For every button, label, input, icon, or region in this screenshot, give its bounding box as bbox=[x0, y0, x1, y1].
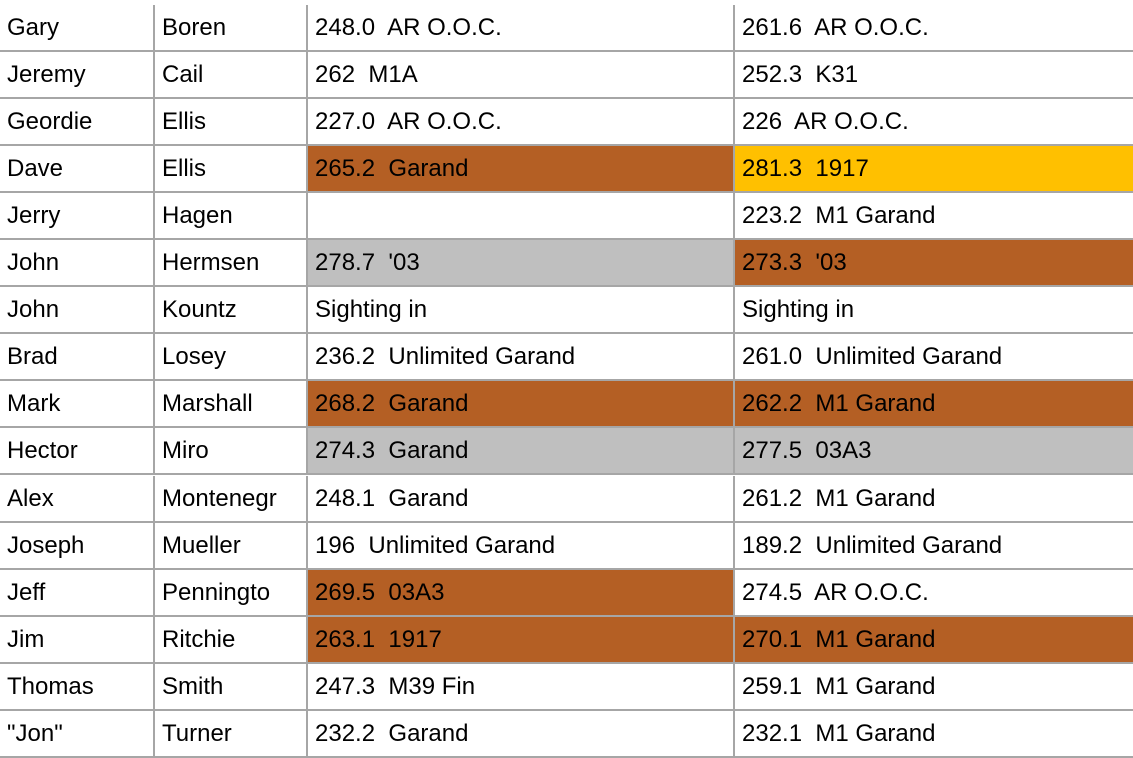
cell: Gary bbox=[0, 4, 155, 52]
cell: Thomas bbox=[0, 663, 155, 711]
cell: Jeff bbox=[0, 569, 155, 617]
cell: 252.3 K31 bbox=[735, 52, 1133, 99]
cell: Brad bbox=[0, 334, 155, 382]
cell: 259.1 M1 Garand bbox=[735, 664, 1133, 711]
cell: Jeremy bbox=[0, 51, 155, 99]
cell: Sighting in bbox=[735, 287, 1133, 335]
cell: Montenegr bbox=[155, 475, 308, 523]
cell: Penningto bbox=[155, 569, 308, 617]
cell: Kountz bbox=[155, 287, 308, 335]
cell: 278.7 '03 bbox=[308, 240, 735, 288]
cell: 263.1 1917 bbox=[308, 616, 735, 664]
cell: 269.5 03A3 bbox=[308, 569, 735, 617]
cell: Ellis bbox=[155, 145, 308, 193]
cell: Jim bbox=[0, 616, 155, 664]
cell: John bbox=[0, 287, 155, 335]
cell: 227.0 AR O.O.C. bbox=[308, 98, 735, 146]
cell: Hagen bbox=[155, 192, 308, 240]
cell: Miro bbox=[155, 428, 308, 476]
cell: 247.3 M39 Fin bbox=[308, 663, 735, 711]
cell: John bbox=[0, 240, 155, 288]
cell: Turner bbox=[155, 711, 308, 758]
cell: Mueller bbox=[155, 522, 308, 570]
cell: Jerry bbox=[0, 192, 155, 240]
cell: 232.2 Garand bbox=[308, 711, 735, 758]
cell: 236.2 Unlimited Garand bbox=[308, 334, 735, 382]
cell: Hermsen bbox=[155, 240, 308, 288]
cell: 270.1 M1 Garand bbox=[735, 616, 1133, 664]
cell: Marshall bbox=[155, 381, 308, 429]
cell: Ritchie bbox=[155, 616, 308, 664]
cell: Geordie bbox=[0, 98, 155, 146]
cell: 262.2 M1 Garand bbox=[735, 381, 1133, 429]
cell: 273.3 '03 bbox=[735, 240, 1133, 288]
cell: 265.2 Garand bbox=[308, 145, 735, 193]
cell: Smith bbox=[155, 663, 308, 711]
cell: Dave bbox=[0, 145, 155, 193]
cell: 189.2 Unlimited Garand bbox=[735, 523, 1133, 570]
cell: 196 Unlimited Garand bbox=[308, 522, 735, 570]
cell: 248.0 AR O.O.C. bbox=[308, 4, 735, 52]
cell: 232.1 M1 Garand bbox=[735, 711, 1133, 758]
cell: Joseph bbox=[0, 522, 155, 570]
cell: 261.6 AR O.O.C. bbox=[735, 5, 1133, 52]
cell: 261.0 Unlimited Garand bbox=[735, 334, 1133, 382]
cell: 226 AR O.O.C. bbox=[735, 99, 1133, 146]
cell: 274.5 AR O.O.C. bbox=[735, 570, 1133, 617]
cell: Alex bbox=[0, 475, 155, 523]
cell: "Jon" bbox=[0, 711, 155, 758]
cell: Sighting in bbox=[308, 287, 735, 335]
cell: Losey bbox=[155, 334, 308, 382]
cell: 268.2 Garand bbox=[308, 381, 735, 429]
cell: Hector bbox=[0, 428, 155, 476]
cell: 223.2 M1 Garand bbox=[735, 193, 1133, 240]
cell: 261.2 M1 Garand bbox=[735, 476, 1133, 523]
cell: 248.1 Garand bbox=[308, 475, 735, 523]
cell: Ellis bbox=[155, 98, 308, 146]
cell: Mark bbox=[0, 381, 155, 429]
cell: Cail bbox=[155, 51, 308, 99]
cell: Boren bbox=[155, 4, 308, 52]
cell: 262 M1A bbox=[308, 51, 735, 99]
cell: 274.3 Garand bbox=[308, 428, 735, 476]
cell: 277.5 03A3 bbox=[735, 428, 1133, 476]
cell: 281.3 1917 bbox=[735, 145, 1133, 193]
cell bbox=[308, 192, 735, 240]
